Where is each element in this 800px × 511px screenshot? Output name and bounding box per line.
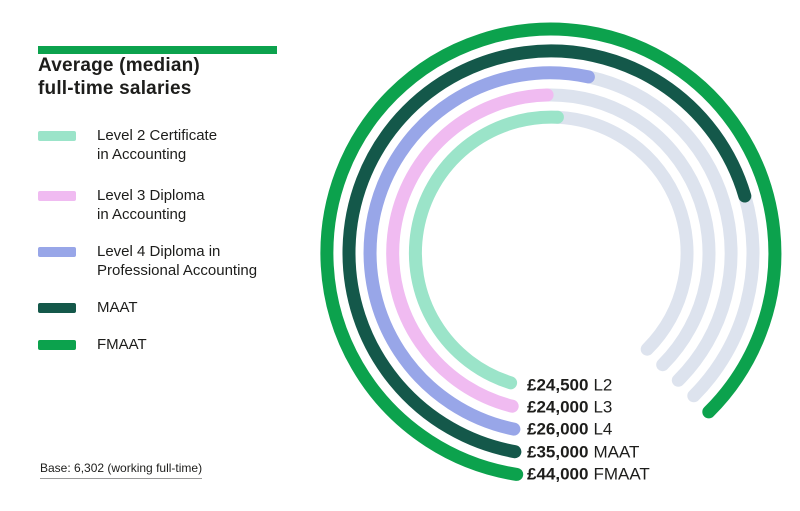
legend-label-fmaat: FMAAT [97, 336, 147, 353]
salary-amount: £26,000 [527, 419, 589, 439]
ring-l2-arc [408, 110, 564, 390]
legend-label-level2-line1: Level 2 Certificate [97, 127, 218, 144]
ring-value-label-fmaat: £44,000 FMAAT [527, 466, 650, 483]
legend-swatch-fmaat [38, 340, 76, 350]
legend-item-maat: MAAT [38, 298, 138, 317]
ring-value-label-l4: £26,000 L4 [527, 421, 612, 438]
ring-l4-track [581, 70, 738, 387]
ring-l3-arc [386, 88, 554, 413]
ring-l3-track [540, 88, 716, 372]
legend-swatch-level2 [38, 131, 76, 141]
legend-label-maat: MAAT [97, 299, 138, 316]
qualification-code: L4 [593, 419, 613, 439]
base-note: Base: 6,302 (working full-time) [40, 461, 203, 479]
ring-l4-arc [363, 66, 595, 436]
legend-swatch-level3 [38, 191, 76, 201]
legend-swatch-maat [38, 303, 76, 313]
qualification-code: L2 [593, 375, 613, 395]
ring-value-label-l3: £24,000 L3 [527, 399, 612, 416]
ring-l2-track [550, 110, 694, 356]
ring-value-label-l2: £24,500 L2 [527, 377, 612, 394]
qualification-code: FMAAT [593, 464, 650, 484]
legend-label-level2-line2: in Accounting [97, 146, 187, 163]
legend-item-level4: Level 4 Diploma in Professional Accounti… [38, 242, 257, 280]
salary-amount: £24,500 [527, 375, 589, 395]
page-title-line1: Average (median) [38, 55, 200, 76]
legend-item-level3: Level 3 Diploma in Accounting [38, 186, 205, 224]
title-accent-bar [38, 46, 277, 54]
ring-maat-track [687, 189, 760, 403]
ring-maat-arc [342, 44, 752, 459]
ring-value-label-maat: £35,000 MAAT [527, 444, 639, 461]
page-title: Average (median) full-time salaries [38, 54, 200, 100]
qualification-code: MAAT [593, 442, 640, 462]
base-note-text: Base: 6,302 (working full-time) [40, 461, 203, 479]
legend-label-level4-line2: Professional Accounting [97, 262, 258, 279]
salary-amount: £35,000 [527, 442, 589, 462]
salary-amount: £44,000 [527, 464, 589, 484]
legend-label-level4-line1: Level 4 Diploma in [97, 243, 221, 260]
page-title-line2: full-time salaries [38, 78, 192, 99]
qualification-code: L3 [593, 397, 613, 417]
salary-amount: £24,000 [527, 397, 589, 417]
legend-swatch-level4 [38, 247, 76, 257]
ring-fmaat-arc [320, 22, 782, 481]
legend-item-level2: Level 2 Certificate in Accounting [38, 126, 217, 164]
legend-item-fmaat: FMAAT [38, 335, 147, 354]
legend-label-level3-line2: in Accounting [97, 206, 187, 223]
legend-label-level3-line1: Level 3 Diploma [97, 187, 205, 204]
